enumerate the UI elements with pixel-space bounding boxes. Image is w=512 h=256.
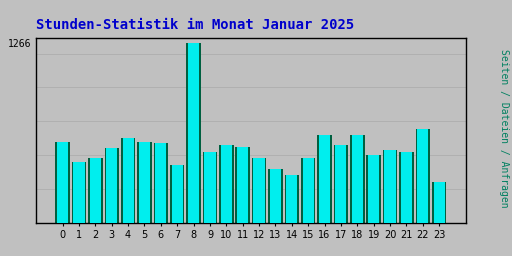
Bar <box>317 135 332 256</box>
Bar <box>303 158 314 256</box>
Bar <box>432 182 446 256</box>
Bar <box>368 155 379 256</box>
Bar <box>286 175 297 256</box>
Bar <box>301 158 315 256</box>
Bar <box>72 162 86 256</box>
Bar <box>416 129 430 256</box>
Bar <box>121 138 135 256</box>
Bar <box>237 147 248 256</box>
Bar <box>203 152 217 256</box>
Bar <box>385 150 396 256</box>
Bar <box>253 158 265 256</box>
Bar <box>399 152 414 256</box>
Bar <box>55 142 70 256</box>
Bar <box>236 147 250 256</box>
Bar <box>90 158 101 256</box>
Bar <box>122 138 134 256</box>
Bar <box>204 152 216 256</box>
Bar <box>170 165 184 256</box>
Bar <box>88 158 102 256</box>
Bar <box>155 143 166 256</box>
Bar <box>434 182 445 256</box>
Bar <box>172 165 183 256</box>
Bar <box>186 43 201 256</box>
Bar <box>139 142 150 256</box>
Bar <box>401 152 412 256</box>
Bar <box>417 129 429 256</box>
Bar <box>221 145 232 256</box>
Bar <box>73 162 84 256</box>
Bar <box>106 148 117 256</box>
Bar <box>252 158 266 256</box>
Bar <box>270 168 281 256</box>
Bar <box>219 145 233 256</box>
Text: Seiten / Dateien / Anfragen: Seiten / Dateien / Anfragen <box>499 49 509 207</box>
Bar <box>188 43 199 256</box>
Text: Stunden-Statistik im Monat Januar 2025: Stunden-Statistik im Monat Januar 2025 <box>36 18 354 32</box>
Bar <box>352 135 363 256</box>
Bar <box>335 145 347 256</box>
Bar <box>350 135 365 256</box>
Bar <box>285 175 299 256</box>
Bar <box>319 135 330 256</box>
Bar <box>137 142 152 256</box>
Bar <box>367 155 381 256</box>
Bar <box>383 150 397 256</box>
Bar <box>154 143 168 256</box>
Bar <box>104 148 119 256</box>
Bar <box>57 142 68 256</box>
Bar <box>268 168 283 256</box>
Bar <box>334 145 348 256</box>
